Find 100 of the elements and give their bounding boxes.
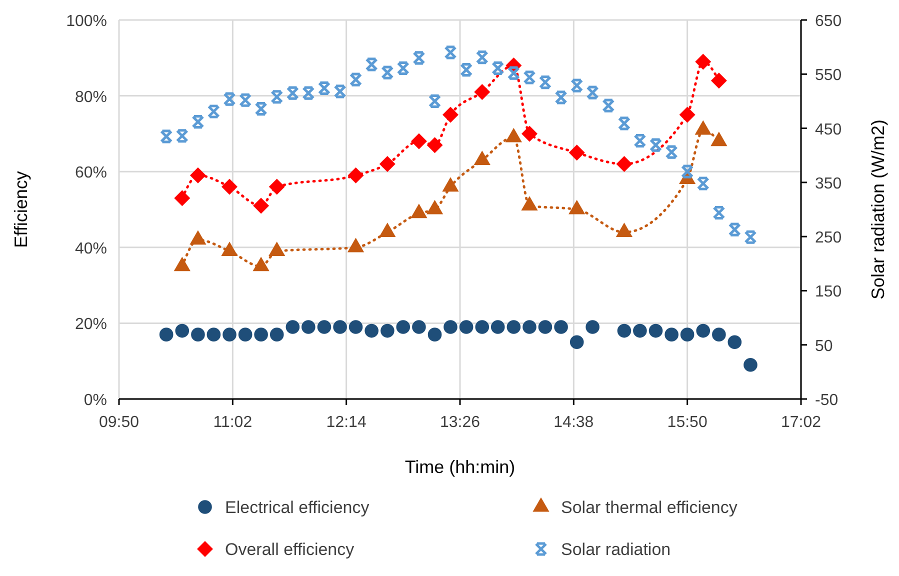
point [712, 328, 726, 342]
x-tick-label: 14:38 [554, 414, 594, 431]
point [426, 137, 443, 154]
point [444, 46, 457, 60]
y2-tick-label: 550 [815, 67, 842, 84]
point [680, 328, 694, 342]
y-tick-label: 80% [74, 88, 107, 106]
point [710, 72, 727, 89]
point [174, 190, 190, 206]
point [270, 90, 284, 104]
point [254, 328, 268, 342]
point [396, 320, 410, 334]
point [318, 81, 331, 96]
point [334, 84, 346, 98]
point [253, 198, 270, 214]
x-tick-label: 15:50 [667, 414, 708, 431]
point [492, 61, 504, 75]
point [380, 324, 394, 338]
y-tick-label: 100% [66, 13, 107, 30]
point [286, 86, 299, 100]
point [222, 328, 236, 342]
point [522, 320, 536, 334]
point [728, 335, 742, 350]
point [634, 134, 646, 148]
point [379, 156, 396, 172]
point [160, 130, 173, 144]
y2-tick-label: 450 [815, 121, 842, 138]
point [348, 167, 364, 184]
point [190, 167, 206, 184]
legend-label: Overall efficiency [225, 540, 355, 559]
point [586, 320, 600, 334]
point [460, 63, 473, 77]
point [744, 358, 758, 372]
legend-label: Solar radiation [561, 540, 671, 559]
point [568, 144, 585, 161]
point [175, 324, 190, 338]
point [410, 133, 427, 150]
point [538, 320, 552, 334]
point [523, 70, 536, 84]
point [412, 51, 426, 65]
point [238, 328, 252, 342]
y2-tick-label: 250 [815, 230, 842, 247]
point [270, 328, 284, 342]
point [396, 61, 410, 75]
point [506, 320, 521, 334]
point [712, 206, 726, 220]
point [333, 320, 347, 334]
point [554, 90, 568, 104]
y-tick-label: 60% [74, 164, 107, 182]
point [254, 102, 268, 116]
x-tick-label: 13:26 [440, 414, 480, 431]
point [206, 328, 221, 342]
legend-label: Solar thermal efficiency [561, 498, 738, 517]
y-axis-title: Efficiency [11, 171, 31, 248]
point [728, 222, 741, 236]
point [428, 94, 442, 108]
y-tick-label: 40% [74, 240, 107, 258]
point [239, 93, 252, 107]
x-tick-label: 12:14 [326, 414, 366, 431]
x-axis-title: Time (hh:min) [404, 457, 516, 477]
point [696, 176, 710, 190]
point [381, 66, 394, 80]
point [570, 78, 584, 92]
point [618, 116, 631, 130]
point [348, 320, 363, 334]
point [222, 178, 238, 195]
x-tick-label: 09:50 [98, 414, 140, 431]
point [648, 324, 663, 338]
point [207, 104, 220, 118]
point [192, 114, 204, 129]
point [474, 84, 490, 100]
point [268, 178, 285, 195]
y2-tick-label: 150 [815, 284, 842, 301]
x-tick-label: 11:02 [213, 414, 252, 431]
point [176, 129, 188, 143]
point [633, 324, 647, 338]
point [617, 324, 632, 338]
point [681, 164, 694, 178]
point [570, 335, 584, 350]
point [507, 66, 520, 80]
point [412, 320, 426, 334]
point [696, 324, 710, 338]
point [442, 106, 458, 123]
point [602, 98, 615, 112]
y-tick-label: 0% [84, 392, 107, 409]
y-tick-label: 20% [74, 316, 107, 334]
point [744, 230, 757, 244]
y2-tick-label: 50 [815, 338, 833, 355]
point [522, 126, 538, 142]
point [586, 86, 599, 100]
point [444, 320, 458, 334]
point [286, 320, 300, 334]
point [490, 320, 505, 334]
point [538, 75, 552, 90]
y2-tick-label: -50 [815, 392, 838, 409]
point [223, 92, 236, 106]
point [365, 58, 378, 72]
point [317, 320, 332, 334]
y2-tick-label: 650 [815, 13, 842, 30]
point [459, 320, 474, 334]
